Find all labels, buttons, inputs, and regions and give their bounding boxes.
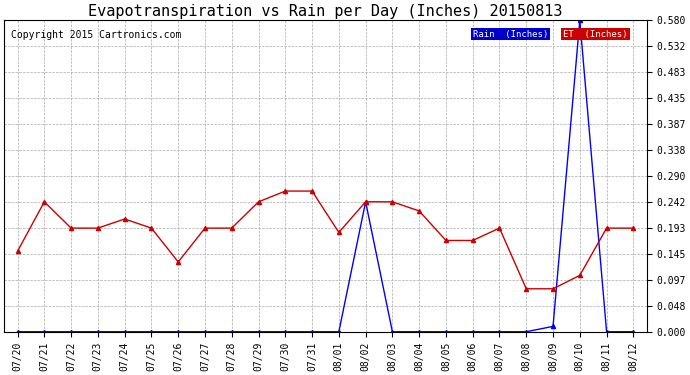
Title: Evapotranspiration vs Rain per Day (Inches) 20150813: Evapotranspiration vs Rain per Day (Inch… [88,4,563,19]
Text: Copyright 2015 Cartronics.com: Copyright 2015 Cartronics.com [10,30,181,40]
Text: ET  (Inches): ET (Inches) [563,30,628,39]
Text: Rain  (Inches): Rain (Inches) [473,30,549,39]
